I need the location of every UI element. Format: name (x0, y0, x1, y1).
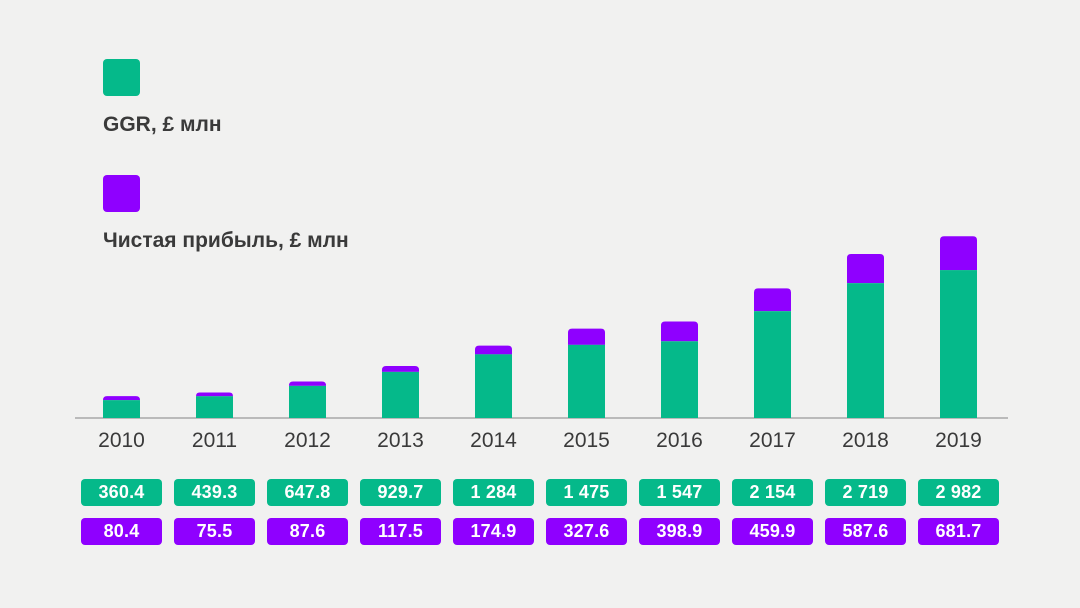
bar-ggr-2013 (382, 371, 419, 418)
value-label-ggr: 360.4 (81, 479, 162, 506)
bar-ggr-2016 (661, 341, 698, 418)
bar-ggr-2018 (847, 283, 884, 418)
legend-swatch-profit (103, 175, 140, 212)
bar-ggr-2017 (754, 311, 791, 418)
value-label-ggr: 2 982 (918, 479, 999, 506)
bar-profit-2016 (661, 321, 698, 342)
bar-ggr-2010 (103, 400, 140, 418)
legend-swatch-ggr (103, 59, 140, 96)
bar-profit-2011 (196, 392, 233, 397)
bar-profit-2010 (103, 396, 140, 401)
bar-profit-2013 (382, 366, 419, 372)
value-label-ggr: 439.3 (174, 479, 255, 506)
x-tick-label: 2010 (98, 429, 145, 452)
value-label-profit: 398.9 (639, 518, 720, 545)
legend-label-ggr: GGR, £ млн (103, 113, 222, 136)
value-label-ggr: 2 154 (732, 479, 813, 506)
value-label-ggr: 929.7 (360, 479, 441, 506)
x-tick-label: 2016 (656, 429, 703, 452)
bar-profit-2012 (289, 381, 326, 386)
value-label-ggr: 1 475 (546, 479, 627, 506)
value-label-profit: 174.9 (453, 518, 534, 545)
x-tick-label: 2019 (935, 429, 982, 452)
bar-ggr-2014 (475, 354, 512, 418)
x-tick-label: 2013 (377, 429, 424, 452)
value-label-profit: 327.6 (546, 518, 627, 545)
bar-profit-2019 (940, 236, 977, 271)
value-label-ggr: 2 719 (825, 479, 906, 506)
x-tick-label: 2017 (749, 429, 796, 452)
x-tick-label: 2012 (284, 429, 331, 452)
bar-profit-2018 (847, 253, 884, 284)
bar-profit-2017 (754, 288, 791, 312)
value-label-profit: 80.4 (81, 518, 162, 545)
value-label-ggr: 1 284 (453, 479, 534, 506)
bar-ggr-2019 (940, 270, 977, 418)
bar-ggr-2011 (196, 396, 233, 418)
value-label-profit: 681.7 (918, 518, 999, 545)
x-tick-label: 2018 (842, 429, 889, 452)
x-tick-label: 2015 (563, 429, 610, 452)
x-tick-label: 2011 (192, 429, 237, 452)
value-label-profit: 87.6 (267, 518, 348, 545)
value-label-profit: 117.5 (360, 518, 441, 545)
bar-ggr-2015 (568, 344, 605, 418)
x-tick-label: 2014 (470, 429, 517, 452)
bar-profit-2015 (568, 328, 605, 345)
legend-label-profit: Чистая прибыль, £ млн (103, 229, 349, 252)
value-label-profit: 587.6 (825, 518, 906, 545)
value-label-ggr: 647.8 (267, 479, 348, 506)
value-label-profit: 75.5 (174, 518, 255, 545)
bar-ggr-2012 (289, 385, 326, 418)
value-label-profit: 459.9 (732, 518, 813, 545)
value-label-ggr: 1 547 (639, 479, 720, 506)
bar-profit-2014 (475, 345, 512, 355)
